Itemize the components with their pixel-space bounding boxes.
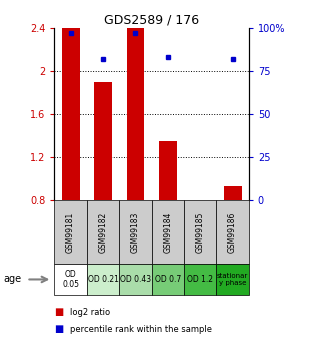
Text: OD 0.43: OD 0.43 [120,275,151,284]
Bar [224,186,242,200]
Text: GSM99183: GSM99183 [131,211,140,253]
Text: ■: ■ [54,325,64,334]
Text: GSM99185: GSM99185 [196,211,205,253]
Text: GSM99181: GSM99181 [66,211,75,253]
Text: ■: ■ [54,307,64,317]
Title: GDS2589 / 176: GDS2589 / 176 [104,13,199,27]
Bar [54,264,87,295]
Bar [216,200,249,264]
Bar [216,264,249,295]
Bar [151,264,184,295]
Bar [127,28,144,200]
Bar [184,200,216,264]
Bar [87,200,119,264]
Bar [94,81,112,200]
Bar [119,200,151,264]
Text: OD 0.7: OD 0.7 [155,275,181,284]
Bar [184,264,216,295]
Bar [119,264,151,295]
Text: OD 1.2: OD 1.2 [187,275,213,284]
Bar [54,200,87,264]
Text: GSM99184: GSM99184 [163,211,172,253]
Text: stationar
y phase: stationar y phase [217,273,248,286]
Text: GSM99186: GSM99186 [228,211,237,253]
Bar [87,264,119,295]
Bar [151,200,184,264]
Text: OD
0.05: OD 0.05 [62,270,79,289]
Text: percentile rank within the sample: percentile rank within the sample [70,325,212,334]
Bar [159,141,177,200]
Text: age: age [3,275,21,284]
Bar [62,28,80,200]
Text: GSM99182: GSM99182 [99,211,108,253]
Text: log2 ratio: log2 ratio [70,308,110,317]
Text: OD 0.21: OD 0.21 [88,275,118,284]
